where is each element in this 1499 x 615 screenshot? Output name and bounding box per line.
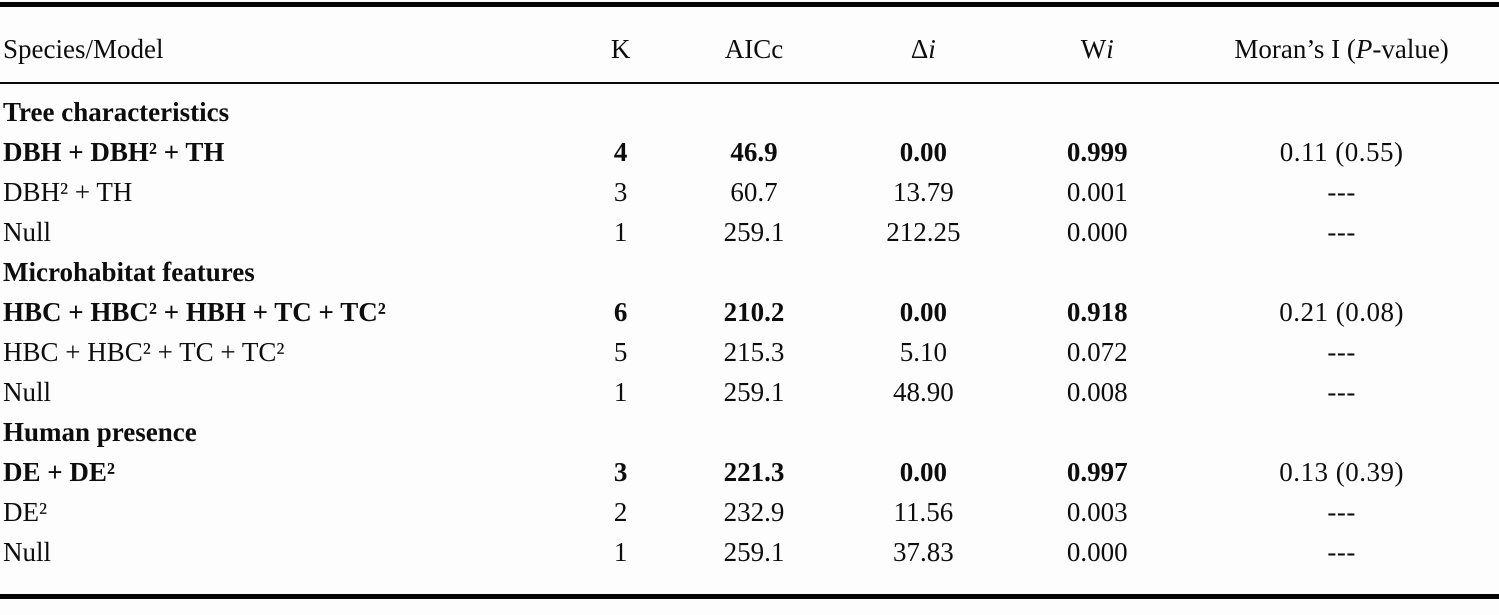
- cell-model: DE + DE²: [3, 457, 115, 487]
- cell-k: 1: [613, 537, 628, 567]
- cell-aicc: 232.9: [723, 497, 785, 527]
- cell-k: 6: [613, 297, 628, 327]
- model-row: DBH + DBH² + TH 4 46.9 0.00 0.999 0.11 (0.55): [0, 132, 1499, 172]
- column-header-italic-text: i: [1106, 34, 1114, 64]
- model-row: Null 1 259.1 37.83 0.000 ---: [0, 532, 1499, 597]
- cell-delta-i: 11.56: [893, 497, 954, 527]
- column-header-model: Species/Model: [0, 4, 570, 84]
- cell-wi: 0.000: [1066, 217, 1128, 247]
- cell-moran: 0.13 (0.39): [1279, 457, 1404, 487]
- table-body: Tree characteristics DBH + DBH² + TH 4 46.9…: [0, 83, 1499, 597]
- cell-k: 4: [613, 137, 628, 167]
- cell-model: HBC + HBC² + TC + TC²: [3, 337, 285, 367]
- cell-moran: ---: [1327, 497, 1356, 527]
- column-header-text: Species/Model: [3, 34, 164, 64]
- cell-moran: 0.11 (0.55): [1279, 137, 1404, 167]
- column-header-text: W: [1080, 34, 1107, 64]
- cell-delta-i: 5.10: [899, 337, 947, 367]
- cell-moran: ---: [1327, 377, 1356, 407]
- cell-delta-i: 48.90: [892, 377, 954, 407]
- cell-k: 2: [613, 497, 628, 527]
- cell-wi: 0.003: [1066, 497, 1128, 527]
- cell-k: 1: [613, 377, 628, 407]
- cell-moran: 0.21 (0.08): [1279, 297, 1404, 327]
- cell-delta-i: 212.25: [886, 217, 961, 247]
- cell-delta-i: 13.79: [892, 177, 954, 207]
- column-header-text: AICc: [724, 34, 784, 64]
- cell-aicc: 60.7: [730, 177, 778, 207]
- section-header-row: Tree characteristics: [0, 83, 1499, 132]
- section-title: Microhabitat features: [3, 257, 255, 287]
- cell-wi: 0.999: [1066, 137, 1128, 167]
- section-title: Tree characteristics: [3, 97, 230, 127]
- column-header-text: -value): [1372, 34, 1449, 64]
- cell-model: Null: [3, 537, 52, 567]
- column-header-aicc: AICc: [671, 4, 837, 84]
- cell-wi: 0.000: [1066, 537, 1128, 567]
- cell-moran: ---: [1327, 537, 1356, 567]
- cell-k: 3: [613, 457, 628, 487]
- cell-aicc: 259.1: [723, 217, 785, 247]
- table-header: Species/Model K AICc Δi Wi Moran’s I (P-value…: [0, 4, 1499, 84]
- cell-moran: ---: [1327, 217, 1356, 247]
- model-row: Null 1 259.1 212.25 0.000 ---: [0, 212, 1499, 252]
- cell-model: DBH² + TH: [3, 177, 133, 207]
- model-row: HBC + HBC² + HBH + TC + TC² 6 210.2 0.00 0.9…: [0, 292, 1499, 332]
- cell-delta-i: 37.83: [892, 537, 954, 567]
- cell-moran: ---: [1327, 337, 1356, 367]
- cell-delta-i: 0.00: [899, 137, 947, 167]
- column-header-text: K: [610, 34, 631, 64]
- model-row: DE + DE² 3 221.3 0.00 0.997 0.13 (0.39): [0, 452, 1499, 492]
- cell-wi: 0.997: [1066, 457, 1128, 487]
- cell-aicc: 259.1: [723, 537, 785, 567]
- cell-aicc: 221.3: [723, 457, 785, 487]
- cell-model: HBC + HBC² + HBH + TC + TC²: [3, 297, 386, 327]
- column-header-wi: Wi: [1010, 4, 1185, 84]
- cell-aicc: 259.1: [723, 377, 785, 407]
- section-header-row: Microhabitat features: [0, 252, 1499, 292]
- cell-model: DE²: [3, 497, 48, 527]
- cell-aicc: 46.9: [730, 137, 778, 167]
- model-selection-table: Species/Model K AICc Δi Wi Moran’s I (P-value…: [0, 2, 1499, 599]
- cell-wi: 0.008: [1066, 377, 1128, 407]
- model-row: DE² 2 232.9 11.56 0.003 ---: [0, 492, 1499, 532]
- section-title: Human presence: [3, 417, 197, 447]
- cell-aicc: 210.2: [723, 297, 785, 327]
- cell-aicc: 215.3: [723, 337, 785, 367]
- table-header-row: Species/Model K AICc Δi Wi Moran’s I (P-value…: [0, 4, 1499, 84]
- cell-wi: 0.918: [1066, 297, 1128, 327]
- model-row: HBC + HBC² + TC + TC² 5 215.3 5.10 0.072 ---: [0, 332, 1499, 372]
- cell-model: Null: [3, 377, 52, 407]
- column-header-italic-text: P: [1355, 34, 1373, 64]
- column-header-text: Moran’s I (: [1234, 34, 1356, 64]
- column-header-text: Δ: [910, 34, 929, 64]
- column-header-moran: Moran’s I (P-value): [1184, 4, 1499, 84]
- cell-wi: 0.072: [1066, 337, 1128, 367]
- model-row: DBH² + TH 3 60.7 13.79 0.001 ---: [0, 172, 1499, 212]
- cell-k: 5: [613, 337, 628, 367]
- cell-delta-i: 0.00: [899, 457, 947, 487]
- column-header-k: K: [569, 4, 672, 84]
- cell-model: DBH + DBH² + TH: [3, 137, 225, 167]
- cell-k: 3: [613, 177, 628, 207]
- section-header-row: Human presence: [0, 412, 1499, 452]
- cell-wi: 0.001: [1066, 177, 1128, 207]
- cell-delta-i: 0.00: [899, 297, 947, 327]
- model-row: Null 1 259.1 48.90 0.008 ---: [0, 372, 1499, 412]
- cell-model: Null: [3, 217, 52, 247]
- column-header-italic-text: i: [928, 34, 936, 64]
- cell-k: 1: [613, 217, 628, 247]
- column-header-delta-i: Δi: [836, 4, 1011, 84]
- cell-moran: ---: [1327, 177, 1356, 207]
